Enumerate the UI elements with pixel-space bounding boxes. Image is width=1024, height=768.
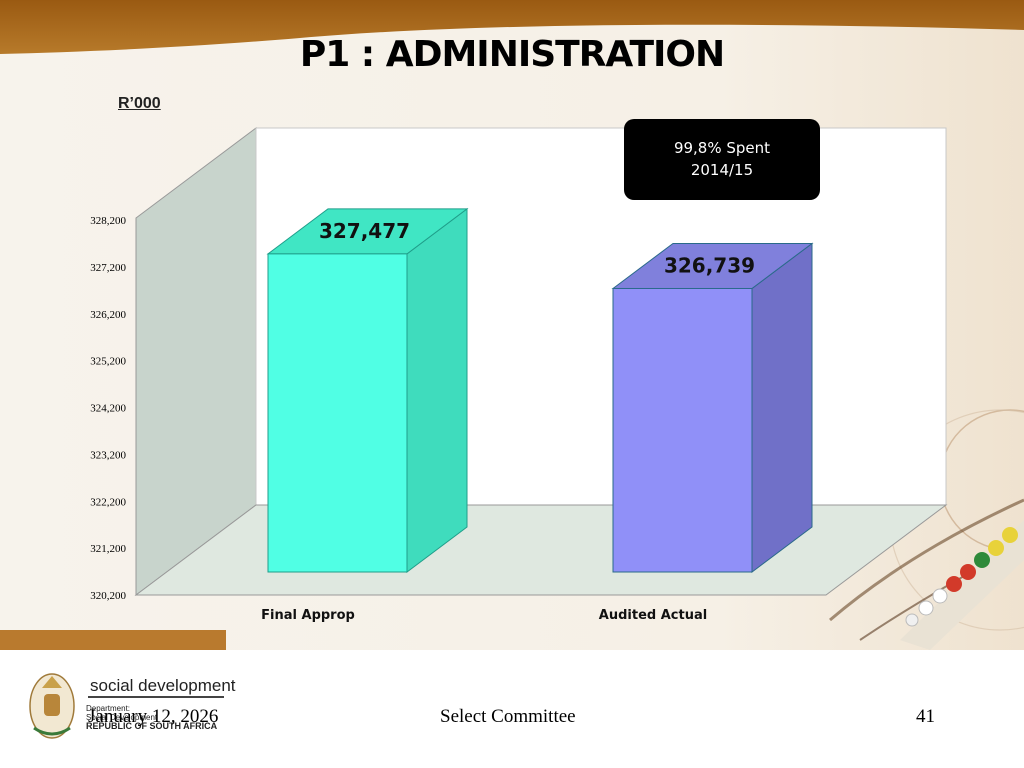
x-category-label: Final Approp: [261, 608, 355, 623]
y-tick-label: 328,200: [90, 215, 126, 227]
y-tick-label: 320,200: [90, 590, 126, 602]
logo-sub-unit: Social Development: [86, 713, 158, 722]
slide-title: P1 : ADMINISTRATION: [299, 34, 725, 75]
bar-value-label: 327,477: [319, 219, 410, 243]
callout-line1: 99,8% Spent: [673, 139, 771, 157]
bar-side: [406, 207, 468, 573]
footer-date: January 12, 2026: [88, 706, 219, 727]
page-number: 41: [916, 706, 935, 727]
x-category-label: Audited Actual: [599, 608, 707, 623]
footer-center-text: Select Committee: [440, 706, 576, 727]
y-tick-label: 321,200: [90, 543, 126, 555]
bar-side: [751, 242, 813, 573]
y-tick-label: 324,200: [90, 403, 126, 415]
spent-callout: 99,8% Spent 2014/15: [624, 119, 820, 200]
beadwork-decoration: [900, 520, 1024, 650]
logo-subtitle: Department: Social Development REPUBLIC …: [86, 704, 217, 731]
y-tick-label: 322,200: [90, 496, 126, 508]
logo-sub-department: Department:: [86, 704, 131, 713]
y-tick-label: 325,200: [90, 356, 126, 368]
callout-line2: 2014/15: [690, 161, 754, 179]
logo-name: social development: [90, 676, 236, 695]
y-tick-label: 323,200: [90, 449, 126, 461]
bar: [612, 287, 753, 573]
bar: [267, 253, 408, 573]
bar-value-label: 326,739: [664, 253, 755, 277]
chart-floor: [134, 504, 948, 596]
y-tick-label: 327,200: [90, 262, 126, 274]
y-tick-label: 326,200: [90, 309, 126, 321]
unit-label: R’000: [118, 95, 161, 112]
coat-of-arms-logo: [29, 673, 75, 739]
logo-divider: [88, 696, 224, 698]
bar-chart: 320,200 321,200 322,200 323,200 324,200 325,2…: [90, 127, 948, 623]
logo-sub-country: REPUBLIC OF SOUTH AFRICA: [86, 721, 218, 731]
